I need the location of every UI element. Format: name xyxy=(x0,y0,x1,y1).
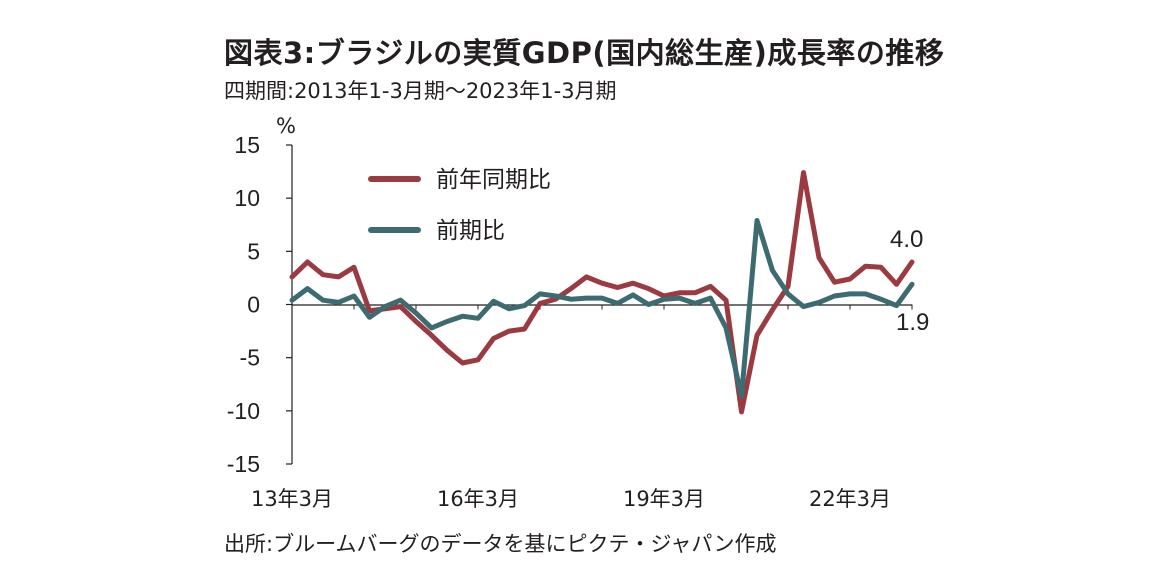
legend: 前年同期比 前期比 xyxy=(368,167,551,244)
source-note: 出所:ブルームバーグのデータを基にピクテ・ジャパン作成 xyxy=(224,532,777,556)
series-line-yoy xyxy=(289,170,915,415)
y-tick-label: 0 xyxy=(247,292,260,318)
chart-title: 図表3:ブラジルの実質GDP(国内総生産)成長率の推移 xyxy=(224,36,945,70)
y-tick-label: 15 xyxy=(234,132,260,158)
x-tick-label: 19年3月 xyxy=(623,487,705,511)
x-tick-label: 13年3月 xyxy=(251,487,333,511)
y-tick-label: -10 xyxy=(227,398,260,424)
x-axis-ticks: 13年3月 16年3月 19年3月 22年3月 xyxy=(251,304,913,511)
y-axis-unit: % xyxy=(276,114,296,138)
legend-label-qoq: 前期比 xyxy=(436,218,505,244)
y-tick-label: 5 xyxy=(247,238,260,264)
annotation-last-qoq: 1.9 xyxy=(896,309,929,336)
x-tick-label: 16年3月 xyxy=(437,487,519,511)
annotation-last-yoy: 4.0 xyxy=(890,226,923,253)
series-layer xyxy=(289,170,915,415)
chart-subtitle: 四期間:2013年1-3月期〜2023年1-3月期 xyxy=(224,79,617,103)
y-axis-ticks: 15 10 5 0 -5 -10 -15 xyxy=(227,132,292,477)
x-tick-label: 22年3月 xyxy=(809,487,891,511)
y-tick-label: -15 xyxy=(227,451,260,477)
y-tick-label: 10 xyxy=(234,185,260,211)
y-tick-label: -5 xyxy=(240,345,260,371)
legend-label-yoy: 前年同期比 xyxy=(436,167,551,193)
